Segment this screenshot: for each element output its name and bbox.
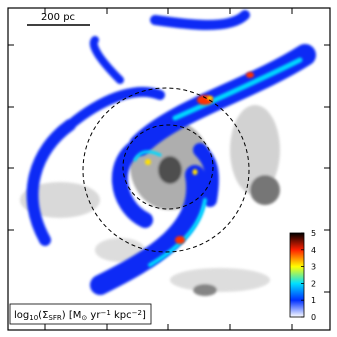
colorbar-label-part: SFR (48, 314, 61, 322)
colorbar-label: log10(ΣSFR) [M⊙ yr−1 kpc−2] (14, 309, 146, 322)
colorbar-label-part: −2 (132, 309, 142, 317)
colorbar-label-part: ) [M (62, 310, 82, 321)
colorbar-tick-label: 0 (311, 313, 316, 322)
colorbar-label-box (9, 303, 152, 325)
colorbar (289, 232, 305, 318)
frame-ticks (8, 8, 330, 330)
colorbar-label-part: yr (87, 310, 101, 321)
colorbar-tick-label: 5 (311, 229, 316, 238)
colorbar-tick-label: 2 (311, 279, 316, 288)
colorbar-label-part: ⊙ (81, 314, 87, 322)
colorbar-label-part: −1 (100, 309, 110, 317)
colorbar-label-part: (Σ (38, 310, 48, 321)
colorbar-label-part: ] (142, 310, 146, 321)
colorbar-label-part: log (14, 310, 29, 321)
sfr-map (20, 10, 316, 296)
radial-rings (82, 87, 250, 253)
colorbar-label-part: kpc (111, 310, 132, 321)
colorbar-label-part: 10 (29, 314, 38, 322)
colorbar-tick-label: 3 (311, 263, 316, 272)
colorbar-tick-label: 1 (311, 296, 316, 305)
scale-bar-label: 200 pc (41, 12, 75, 23)
colorbar-tick-label: 4 (311, 246, 316, 255)
